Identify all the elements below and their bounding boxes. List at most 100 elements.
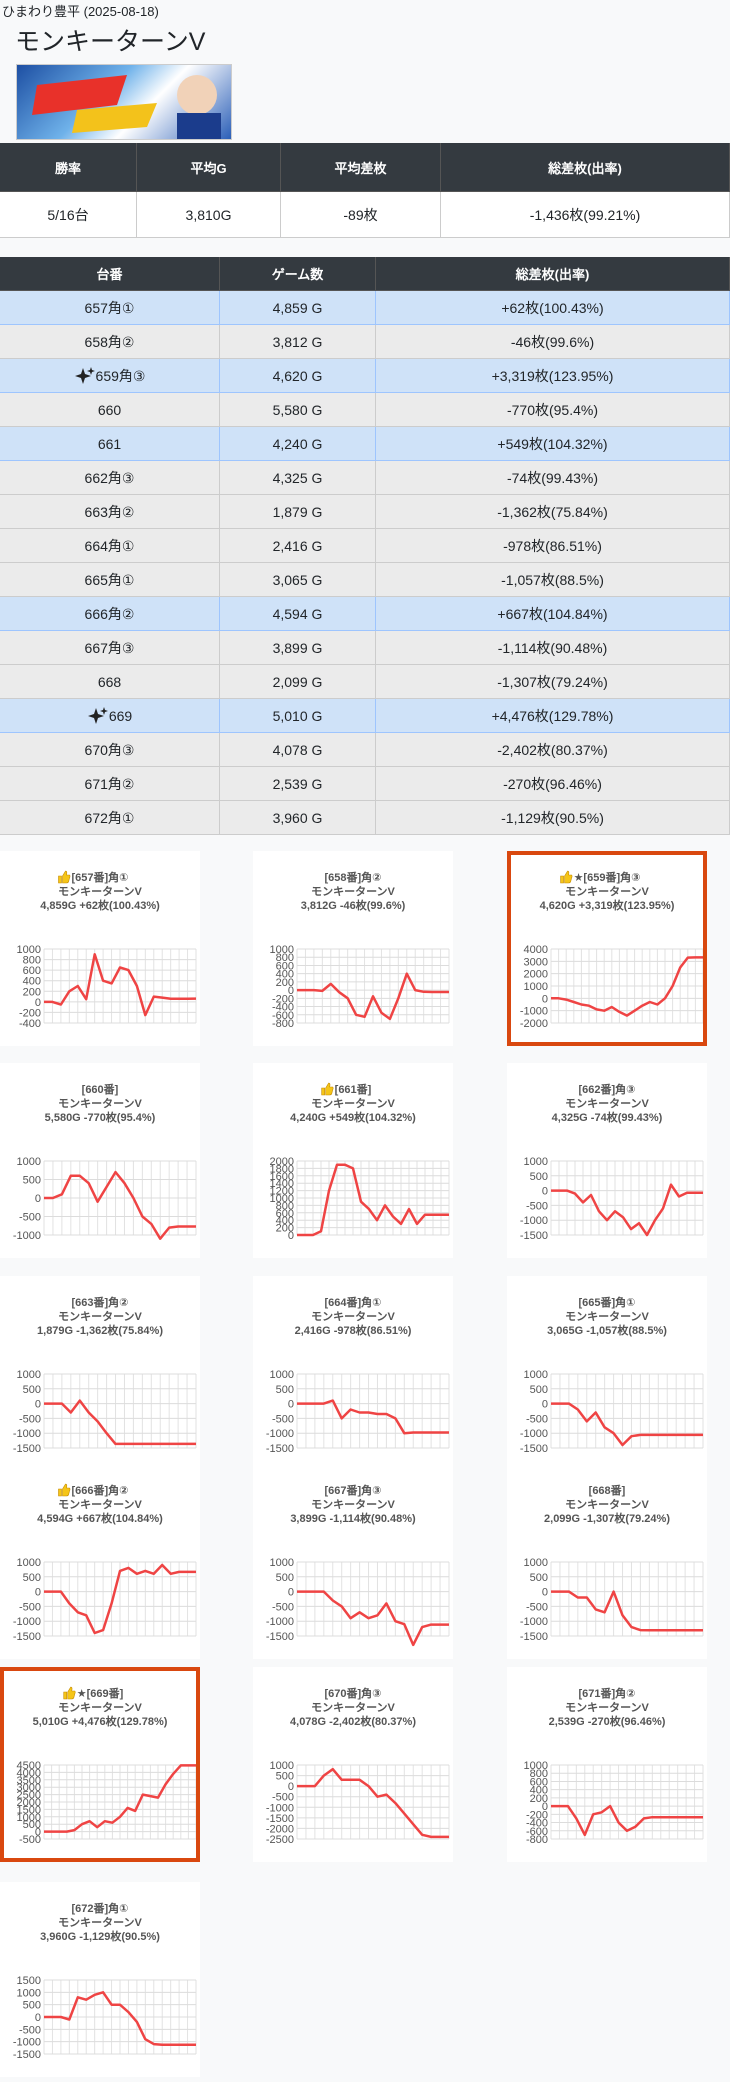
chart-title: 4,594G +667枚(104.84%) (37, 1511, 163, 1525)
machine-id-cell: 663角② (0, 495, 220, 529)
y-tick-label: 1800 (270, 1163, 294, 1175)
thumb (58, 870, 71, 884)
machine-table: 台番 ゲーム数 総差枚(出率) 657角① 4,859 G +62枚(100.43%) 65… (0, 257, 730, 835)
chart-title: モンキーターンV (565, 1097, 649, 1110)
y-tick-label: -500 (19, 1601, 41, 1613)
banner-image (16, 64, 232, 140)
machine-header: ゲーム数 (220, 257, 376, 291)
y-tick-label: -800 (526, 1834, 548, 1846)
chart-title: 3,065G -1,057枚(88.5%) (547, 1323, 667, 1337)
y-tick-label: 0 (288, 1399, 294, 1411)
machine-total: +3,319枚(123.95%) (376, 359, 730, 393)
y-tick-label: -1000 (520, 1006, 548, 1018)
data-line (44, 1399, 196, 1446)
machine-id-cell: 667角③ (0, 631, 220, 665)
machine-total: -1,057枚(88.5%) (376, 563, 730, 597)
chart-title: 4,240G +549枚(104.32%) (290, 1110, 416, 1124)
y-tick-label: 800 (276, 952, 294, 964)
machine-total: -1,114枚(90.48%) (376, 631, 730, 665)
y-tick-label: 1600 (270, 1171, 294, 1183)
y-tick-label: 800 (276, 1200, 294, 1212)
y-tick-label: 1000 (17, 1812, 41, 1824)
y-tick-label: 500 (23, 2000, 41, 2012)
chart-title: モンキーターンV (311, 1498, 395, 1511)
highlight-frame (507, 851, 707, 1046)
y-tick-label: 1000 (270, 1760, 294, 1772)
machine-total: +4,476枚(129.78%) (376, 699, 730, 733)
data-line (297, 972, 449, 1021)
y-tick-label: -400 (272, 1002, 294, 1014)
thumb-icon (560, 870, 573, 884)
data-line (297, 1399, 449, 1435)
y-tick-label: -1000 (13, 1616, 41, 1628)
y-tick-label: 0 (542, 1399, 548, 1411)
y-tick-label: 0 (35, 1399, 41, 1411)
machine-id-cell: 672角① (0, 801, 220, 835)
machine-games: 2,416 G (220, 529, 376, 563)
chart-title: 4,620G +3,319枚(123.95%) (540, 898, 675, 912)
machine-id-cell: 659角③ (0, 359, 220, 393)
chart-title: [665番]角① (579, 1295, 636, 1309)
machine-id: 664角① (84, 537, 135, 554)
chart-title: モンキーターンV (565, 1498, 649, 1511)
y-tick-label: 800 (23, 955, 41, 967)
machine-id-cell: 670角③ (0, 733, 220, 767)
y-tick-label: 0 (542, 1801, 548, 1813)
machine-total: -74枚(99.43%) (376, 461, 730, 495)
summary-value: 5/16台 (0, 192, 137, 238)
thumb (63, 1686, 76, 1700)
chart-title: 1,879G -1,362枚(75.84%) (37, 1323, 163, 1337)
chart-title: [664番]角① (325, 1295, 382, 1309)
summary-value: -89枚 (281, 192, 441, 238)
data-line (297, 1767, 449, 1839)
y-tick-label: -200 (526, 1809, 548, 1821)
chart-title: モンキーターンV (311, 1701, 395, 1714)
chart-card: [667番]角③ モンキーターンV 3,899G -1,114枚(90.48%) 10… (253, 1464, 453, 1659)
sparkle (74, 366, 95, 384)
machine-total: +549枚(104.32%) (376, 427, 730, 461)
y-tick-label: 3500 (17, 1775, 41, 1787)
machine-total: -270枚(96.46%) (376, 767, 730, 801)
chart-title: [671番]角② (579, 1686, 636, 1700)
thumb (58, 1483, 71, 1497)
data-line (44, 1170, 196, 1240)
chart-title: モンキーターンV (311, 1310, 395, 1323)
y-tick-label: -1500 (266, 1631, 294, 1643)
y-tick-label: 0 (35, 1587, 41, 1599)
chart-title: [672番]角① (72, 1901, 129, 1915)
machine-id: 660 (97, 401, 122, 418)
y-tick-label: 200 (276, 1223, 294, 1235)
machine-id: 659角③ (95, 367, 146, 384)
y-tick-label: -500 (272, 1601, 294, 1613)
chart-card: [661番] モンキーターンV 4,240G +549枚(104.32%) 2000 1… (253, 1063, 453, 1258)
y-tick-label: -1000 (520, 1215, 548, 1227)
chart-title: モンキーターンV (58, 1701, 142, 1714)
data-line (44, 1764, 196, 1833)
y-tick-label: 0 (542, 1587, 548, 1599)
chart-card: [671番]角② モンキーターンV 2,539G -270枚(96.46%) 1000… (507, 1667, 707, 1862)
y-tick-label: 0 (35, 1193, 41, 1205)
y-tick-label: 0 (288, 1230, 294, 1242)
y-tick-label: 400 (530, 1785, 548, 1797)
machine-total: -1,307枚(79.24%) (376, 665, 730, 699)
chart-title: 3,960G -1,129枚(90.5%) (40, 1929, 160, 1943)
thumb-icon (58, 1483, 71, 1497)
y-tick-label: 400 (276, 1215, 294, 1227)
page-title: モンキーターンV (15, 28, 206, 56)
y-tick-label: -800 (272, 1018, 294, 1030)
machine-total: -2,402枚(80.37%) (376, 733, 730, 767)
y-tick-label: -1000 (13, 1230, 41, 1242)
y-tick-label: 500 (530, 1384, 548, 1396)
y-tick-label: 600 (23, 965, 41, 977)
y-tick-label: 500 (276, 1572, 294, 1584)
machine-total: -770枚(95.4%) (376, 393, 730, 427)
machine-games: 2,539 G (220, 767, 376, 801)
summary-header: 平均G (137, 143, 281, 192)
chart-title: モンキーターンV (58, 1916, 142, 1929)
y-tick-label: 0 (542, 993, 548, 1005)
